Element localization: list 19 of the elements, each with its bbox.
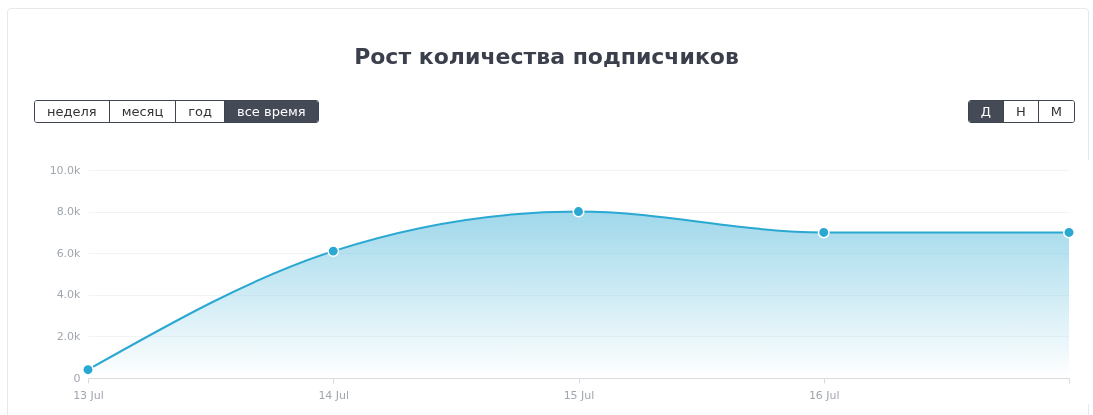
text: неделя — [35, 101, 110, 122]
y-tick-label: 2.0k — [56, 329, 82, 343]
text: Н — [1004, 101, 1039, 122]
x-tick-label: 16 Jul — [808, 388, 840, 402]
y-tick-label: 6.0k — [56, 246, 82, 260]
y-tick-label: 10.0k — [49, 163, 82, 177]
text: все время — [225, 101, 318, 122]
x-tick-label: 13 Jul — [73, 388, 104, 402]
y-tick-label: 8.0k — [56, 205, 82, 219]
text: Д — [968, 101, 1004, 122]
text: месяц — [109, 101, 177, 122]
y-tick-label: 4.0k — [56, 288, 82, 302]
text: М — [1038, 101, 1074, 122]
point — [327, 245, 340, 258]
x-tick-label: 14 Jul — [318, 388, 350, 402]
y-tick-label: 0 — [73, 371, 81, 385]
x-tick-label: 15 Jul — [563, 388, 595, 402]
chart-title: Рост количества подписчиков — [353, 44, 740, 69]
text: год — [176, 101, 226, 122]
